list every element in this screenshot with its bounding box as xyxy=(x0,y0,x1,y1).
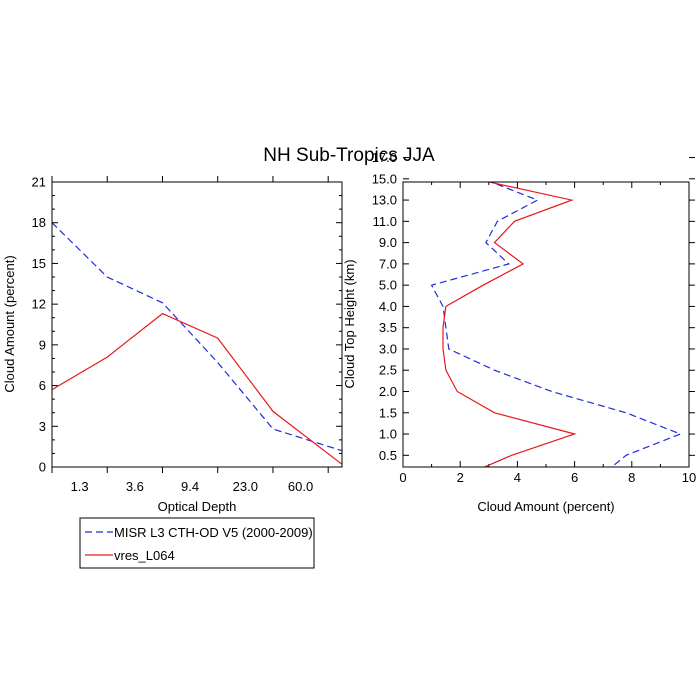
left-x-tick-label: 3.6 xyxy=(126,479,144,494)
right-y-tick-label: 4.0 xyxy=(379,299,397,314)
right-y-tick-label: 2.0 xyxy=(379,384,397,399)
right-panel: 0.5 1.0 1.5 2.0 2.5 3.0 3.5 4.0 5.0 7.0 9.0 11.0 13.… xyxy=(342,150,697,514)
right-x-axis-title: Cloud Amount (percent) xyxy=(477,499,614,514)
right-y-tick-label: 5.0 xyxy=(379,278,397,293)
right-y-tick-label: 7.0 xyxy=(379,256,397,271)
left-x-tick-label: 1.3 xyxy=(71,479,89,494)
left-y-tick-label: 3 xyxy=(39,419,46,434)
left-series-model-line xyxy=(51,312,343,465)
right-y-axis-title: Cloud Top Height (km) xyxy=(342,259,357,388)
right-y-tick-label: 11.0 xyxy=(373,214,397,229)
left-x-tick-label: 9.4 xyxy=(181,479,199,494)
right-x-tick-label: 6 xyxy=(571,470,578,485)
right-y-tick-label: 17.0 xyxy=(372,150,397,165)
right-y-tick-label: 15.0 xyxy=(372,171,397,186)
right-x-tick-label: 4 xyxy=(514,470,521,485)
left-y-axis-title: Cloud Amount (percent) xyxy=(2,255,17,392)
left-y-tick-label: 15 xyxy=(32,256,46,271)
right-y-tick-label: 0.5 xyxy=(379,448,397,463)
left-plot-frame xyxy=(51,181,343,468)
left-x-tick-label: 60.0 xyxy=(288,479,313,494)
right-x-tick-label: 0 xyxy=(399,470,406,485)
left-y-tick-label: 18 xyxy=(32,215,46,230)
right-series-misr-line xyxy=(430,182,683,467)
left-y-tick-label: 0 xyxy=(39,460,46,475)
right-y-tick-label: 13.0 xyxy=(372,193,397,208)
right-series-model-line xyxy=(442,182,577,467)
figure-title: NH Sub-Tropics JJA xyxy=(263,145,435,166)
left-y-tick-label: 21 xyxy=(32,175,46,190)
left-axis-ticks xyxy=(51,176,342,473)
left-x-tick-label: 23.0 xyxy=(233,479,258,494)
right-x-tick-label: 10 xyxy=(682,470,696,485)
left-x-axis-title: Optical Depth xyxy=(158,499,237,514)
right-tick-labels: 0.5 1.0 1.5 2.0 2.5 3.0 3.5 4.0 5.0 7.0 9.0 11.0 13.… xyxy=(372,150,697,485)
right-x-tick-label: 8 xyxy=(628,470,635,485)
left-series-misr-line xyxy=(51,222,343,452)
left-series-lines xyxy=(51,222,343,465)
legend-label-model: vres_L064 xyxy=(114,548,175,563)
right-y-tick-label: 9.0 xyxy=(379,235,397,250)
right-x-tick-label: 2 xyxy=(457,470,464,485)
legend-box xyxy=(79,517,315,569)
legend: MISR L3 CTH-OD V5 (2000-2009) vres_L064 xyxy=(79,517,315,569)
right-y-tick-label: 2.5 xyxy=(379,363,397,378)
right-y-tick-label: 1.5 xyxy=(379,405,397,420)
left-y-tick-label: 12 xyxy=(32,297,46,312)
left-tick-labels: 0 3 6 9 12 15 18 21 1.3 3.6 9.4 23.0 60.0 xyxy=(32,175,314,495)
left-y-tick-label: 6 xyxy=(39,378,46,393)
right-y-tick-label: 1.0 xyxy=(379,427,397,442)
right-series-lines xyxy=(430,182,683,467)
legend-label-misr: MISR L3 CTH-OD V5 (2000-2009) xyxy=(114,525,313,540)
left-y-tick-label: 9 xyxy=(39,337,46,352)
right-y-tick-label: 3.5 xyxy=(379,320,397,335)
left-panel: 0 3 6 9 12 15 18 21 1.3 3.6 9.4 23.0 60.0 Optical De… xyxy=(2,175,343,514)
right-y-tick-label: 3.0 xyxy=(379,341,397,356)
right-plot-frame xyxy=(402,181,690,468)
